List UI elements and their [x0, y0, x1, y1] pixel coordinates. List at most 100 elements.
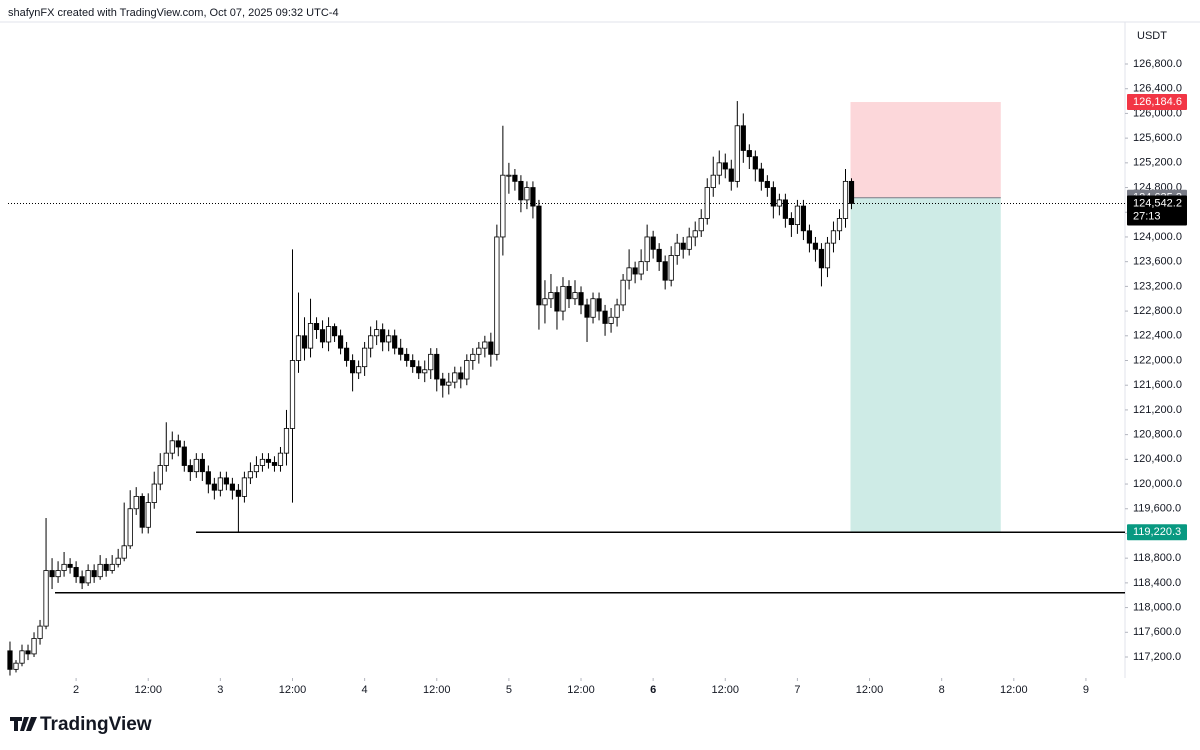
candle-body [193, 458, 199, 473]
candle-body [578, 292, 584, 306]
candle-body [788, 218, 794, 226]
candle-body [416, 366, 422, 374]
x-tick-label: 8 [939, 684, 945, 696]
y-tick-label: 126,000.0 [1133, 107, 1182, 119]
candle-body [386, 335, 392, 343]
candle-body [7, 650, 13, 670]
attribution: shafynFX created with TradingView.com, O… [8, 7, 339, 19]
candle-body [428, 353, 434, 371]
candle-body [800, 205, 807, 232]
candle-body [277, 452, 284, 466]
candle-body [830, 230, 837, 244]
candle-body [674, 242, 680, 256]
candle-body [470, 353, 476, 361]
candle-body [554, 292, 560, 312]
candle-body [806, 230, 813, 244]
x-tick-label: 4 [362, 684, 368, 696]
x-tick-label: 9 [1083, 684, 1089, 696]
candle-body [584, 304, 590, 318]
target-zone [850, 197, 1001, 533]
candle-body [452, 372, 458, 383]
candle-body [668, 255, 674, 281]
candle-body [289, 360, 296, 429]
candle-body [235, 489, 241, 497]
candle-body [265, 458, 272, 463]
candle-body [440, 378, 446, 386]
y-tick-label: 122,800.0 [1133, 305, 1182, 317]
candle-body [103, 563, 109, 571]
y-tick-label: 119,600.0 [1133, 503, 1181, 515]
y-tick-label: 122,000.0 [1133, 354, 1182, 366]
candle-body [476, 347, 482, 355]
y-tick-label: 125,600.0 [1133, 132, 1182, 144]
candle-body [356, 366, 362, 374]
candle-body [776, 199, 782, 207]
candle-body [764, 180, 770, 188]
y-tick-label: 117,600.0 [1133, 626, 1181, 638]
candle-body [686, 236, 692, 250]
candles [7, 101, 855, 676]
candle-body [494, 236, 500, 355]
candle-body [650, 236, 656, 250]
candle-body [716, 162, 722, 176]
y-tick-label: 120,400.0 [1133, 453, 1182, 465]
candle-body [181, 446, 187, 466]
x-tick-label: 12:00 [567, 684, 595, 696]
candle-body [187, 465, 193, 473]
candle-body [205, 471, 211, 485]
candle-body [67, 563, 73, 568]
candle-body [644, 236, 650, 263]
candle-body [151, 483, 157, 503]
candle-body [692, 230, 698, 238]
candle-body [566, 285, 572, 300]
candle-body [698, 218, 704, 232]
y-tick-label: 122,400.0 [1133, 330, 1182, 342]
candle-body [518, 180, 524, 201]
candle-body [295, 335, 302, 361]
candle-body [422, 369, 428, 374]
candle-body [313, 323, 320, 331]
candle-body [392, 335, 398, 349]
candle-body [704, 187, 710, 219]
x-tick-label: 2 [73, 684, 79, 696]
y-tick-label: 125,200.0 [1133, 157, 1182, 169]
candle-body [710, 174, 716, 188]
candle-body [560, 285, 566, 312]
candle-body [512, 174, 518, 182]
y-tick-label: 123,200.0 [1133, 280, 1182, 292]
candle-body [782, 199, 788, 219]
candle-body [434, 353, 440, 380]
x-tick-label: 7 [794, 684, 800, 696]
candle-body [602, 310, 608, 324]
candle-body [368, 335, 374, 349]
y-tick-label: 124,000.0 [1133, 231, 1182, 243]
candle-body [842, 180, 849, 219]
y-tick-label: 118,800.0 [1133, 552, 1181, 564]
y-tick-label: 118,400.0 [1133, 577, 1181, 589]
candle-body [614, 304, 620, 318]
y-tick-label: 118,000.0 [1133, 601, 1181, 613]
price-label-box [1127, 524, 1187, 541]
candle-body [446, 381, 452, 386]
candle-body [283, 428, 290, 454]
candle-body [680, 242, 686, 250]
candle-body [319, 329, 326, 343]
price-label: 126,184.6 [1133, 96, 1182, 108]
candle-body [530, 187, 536, 207]
candle-body [133, 495, 139, 510]
candle-body [824, 242, 831, 269]
candle-body [758, 168, 764, 182]
price-label-box [1127, 94, 1187, 111]
x-tick-label: 12:00 [134, 684, 162, 696]
candle-body [638, 261, 644, 275]
candle-body [500, 174, 506, 238]
candle-body [812, 242, 819, 250]
candle-body [548, 292, 554, 300]
candle-body [596, 298, 602, 312]
candle-body [374, 329, 380, 337]
logo-icon [10, 717, 37, 731]
candle-body [115, 557, 121, 565]
candle-body [380, 329, 386, 343]
